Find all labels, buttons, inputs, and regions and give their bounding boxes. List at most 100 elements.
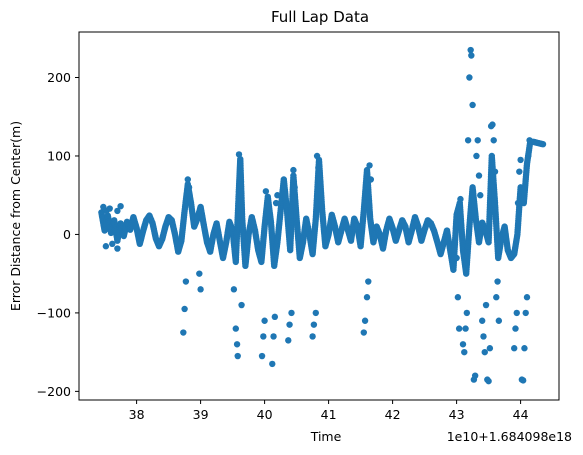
data-point [238, 301, 245, 309]
data-point [114, 207, 121, 215]
data-point [232, 325, 239, 332]
data-point [473, 152, 480, 160]
data-point [290, 166, 297, 174]
data-point [313, 152, 321, 160]
data-point [180, 329, 187, 336]
data-point [235, 151, 243, 158]
data-point [454, 294, 462, 301]
data-point [360, 329, 367, 336]
data-point [269, 360, 276, 368]
data-point [109, 240, 116, 248]
data-point [365, 278, 372, 285]
data-point [363, 294, 371, 301]
x-axis: 38 39 40 41 42 43 44 [129, 400, 529, 422]
data-point [464, 137, 472, 144]
data-point [482, 301, 490, 309]
data-point [312, 309, 319, 317]
data-point [288, 309, 295, 317]
data-point [461, 348, 468, 356]
data-point [361, 317, 369, 324]
data-point [525, 152, 532, 160]
data-point [184, 176, 191, 183]
data-point [114, 245, 121, 252]
data-point [457, 195, 464, 203]
y-tick-label: −200 [37, 384, 71, 399]
data-point [539, 141, 547, 148]
data-point [258, 352, 266, 360]
data-point [486, 345, 494, 352]
data-point [261, 317, 268, 324]
data-point [234, 352, 241, 360]
data-point [477, 192, 484, 199]
x-tick-label: 41 [321, 407, 337, 422]
y-tick-label: 0 [63, 227, 71, 242]
x-tick-label: 38 [129, 407, 145, 422]
chart-title: Full Lap Data [271, 8, 369, 26]
data-point [493, 294, 500, 301]
data-point [467, 46, 474, 54]
data-points [98, 46, 547, 385]
y-tick-label: −100 [37, 305, 71, 320]
data-point [233, 341, 241, 348]
data-point [526, 137, 533, 144]
data-point [182, 278, 190, 285]
data-point [106, 205, 113, 212]
data-point [285, 337, 292, 344]
data-point [468, 52, 475, 59]
data-point [495, 317, 503, 324]
data-point [485, 377, 492, 385]
data-point [523, 294, 531, 301]
data-point [489, 121, 496, 128]
data-point [453, 254, 460, 262]
data-point [117, 202, 124, 210]
y-tick-label: 100 [47, 148, 71, 163]
x-axis-label: Time [310, 429, 342, 444]
data-point [274, 192, 281, 199]
data-point [260, 333, 267, 340]
x-tick-label: 39 [193, 407, 209, 422]
data-point [272, 199, 280, 207]
data-point [490, 137, 497, 144]
data-point [286, 321, 293, 328]
data-point [271, 313, 279, 321]
data-point [310, 321, 318, 328]
data-point [462, 325, 469, 332]
data-point [237, 168, 244, 175]
data-point [185, 184, 193, 191]
data-point [291, 184, 298, 191]
data-point [479, 317, 486, 324]
plot-frame [78, 31, 560, 401]
data-point [521, 345, 528, 352]
data-point [494, 278, 501, 285]
data-point [516, 168, 523, 175]
data-point [367, 176, 375, 183]
data-point [230, 286, 238, 293]
data-point [471, 372, 479, 379]
data-point [474, 137, 481, 144]
data-point [315, 164, 322, 171]
data-point [197, 286, 204, 293]
data-point [366, 162, 373, 169]
data-point [475, 172, 483, 179]
data-point [463, 309, 471, 317]
data-point [491, 168, 499, 175]
data-point [481, 348, 488, 356]
data-point [517, 156, 524, 164]
data-point [309, 333, 316, 340]
x-axis-offset-text: 1e10+1.684098e18 [447, 429, 572, 444]
x-tick-label: 40 [257, 407, 273, 422]
data-point [466, 74, 473, 81]
data-point [522, 309, 529, 317]
data-point [102, 243, 110, 250]
data-point [480, 333, 487, 340]
x-tick-label: 43 [449, 407, 465, 422]
data-point [262, 188, 270, 195]
data-point [519, 377, 527, 384]
data-point [270, 333, 277, 340]
data-point [514, 199, 522, 207]
y-tick-label: 200 [47, 70, 71, 85]
x-tick-label: 44 [513, 407, 529, 422]
y-axis-label: Error Distance from Center(m) [8, 121, 23, 311]
data-point [181, 305, 188, 313]
